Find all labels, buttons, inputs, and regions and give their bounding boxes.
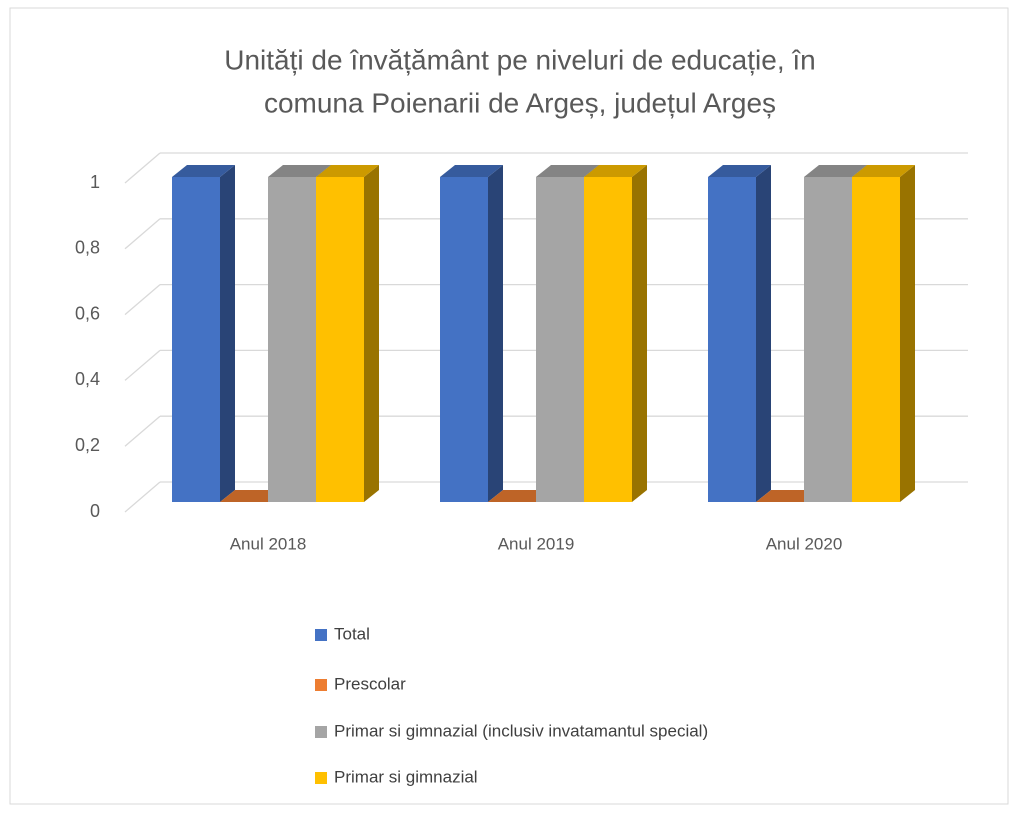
y-tick-label: 0 xyxy=(90,501,100,521)
chart-title: comuna Poienarii de Argeș, județul Argeș xyxy=(264,87,776,118)
y-tick-label: 0,4 xyxy=(75,369,100,389)
bar-front xyxy=(316,177,364,502)
bar-side xyxy=(900,165,915,502)
bar xyxy=(440,165,503,502)
bar-front xyxy=(172,177,220,502)
bar xyxy=(172,165,235,502)
bar-side xyxy=(488,165,503,502)
bar-front xyxy=(268,177,316,502)
bar xyxy=(220,490,283,502)
legend-label: Prescolar xyxy=(334,674,406,693)
x-tick-label: Anul 2020 xyxy=(766,534,843,553)
legend-swatch xyxy=(315,679,327,691)
bar-front xyxy=(804,177,852,502)
bar-top xyxy=(220,490,283,502)
x-tick-label: Anul 2019 xyxy=(498,534,575,553)
grid-line xyxy=(124,349,161,381)
legend-label: Total xyxy=(334,624,370,643)
bar-top xyxy=(488,490,551,502)
grid-line xyxy=(124,152,161,184)
legend-label: Primar si gimnazial xyxy=(334,767,478,786)
grid-line xyxy=(124,284,161,316)
bar-side xyxy=(220,165,235,502)
bar-top xyxy=(172,165,235,177)
y-tick-label: 0,6 xyxy=(75,303,100,323)
bar xyxy=(852,165,915,502)
bar-front xyxy=(584,177,632,502)
bar-top xyxy=(852,165,915,177)
grid-line xyxy=(124,481,161,513)
bar-front xyxy=(536,177,584,502)
bar xyxy=(756,490,819,502)
grid-line xyxy=(124,218,161,250)
bar-front xyxy=(708,177,756,502)
bar-top xyxy=(584,165,647,177)
bar xyxy=(708,165,771,502)
bar-front xyxy=(852,177,900,502)
bar xyxy=(316,165,379,502)
bar-top xyxy=(316,165,379,177)
legend-label: Primar si gimnazial (inclusiv invatamant… xyxy=(334,721,708,740)
bar-side xyxy=(632,165,647,502)
bar-front xyxy=(440,177,488,502)
y-tick-label: 0,2 xyxy=(75,435,100,455)
bar xyxy=(584,165,647,502)
x-tick-label: Anul 2018 xyxy=(230,534,307,553)
legend-swatch xyxy=(315,629,327,641)
bar-top xyxy=(756,490,819,502)
grid-line xyxy=(124,415,161,447)
chart-title: Unități de învățământ pe niveluri de edu… xyxy=(224,44,815,75)
bar-side xyxy=(364,165,379,502)
legend-swatch xyxy=(315,726,327,738)
bar xyxy=(488,490,551,502)
y-tick-label: 0,8 xyxy=(75,238,100,258)
bar-side xyxy=(756,165,771,502)
bar-top xyxy=(440,165,503,177)
legend-swatch xyxy=(315,772,327,784)
bar-top xyxy=(536,165,599,177)
bar-top xyxy=(708,165,771,177)
bar-top xyxy=(268,165,331,177)
bar-top xyxy=(804,165,867,177)
y-tick-label: 1 xyxy=(90,172,100,192)
